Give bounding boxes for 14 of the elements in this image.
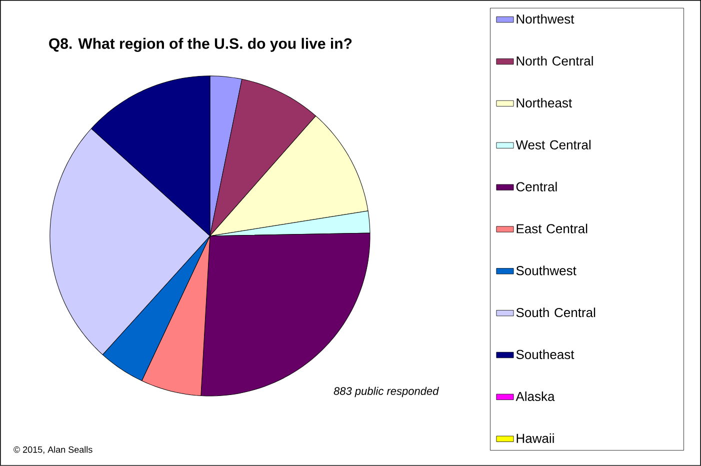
legend-label: North Central — [516, 56, 593, 66]
legend-label: Northwest — [516, 14, 574, 24]
legend-label: East Central — [516, 224, 588, 234]
legend-label: South Central — [516, 308, 596, 318]
legend-label: Central — [516, 182, 557, 192]
legend-label: Southwest — [516, 266, 576, 276]
legend-label: West Central — [516, 140, 590, 150]
legend-label: Southeast — [516, 350, 574, 360]
legend-label: Alaska — [516, 392, 555, 402]
legend-label: Northeast — [516, 98, 572, 108]
legend-label: Hawaii — [516, 433, 554, 443]
text: Q8. What region of the U.S. do you live in? — [49, 38, 352, 52]
text: 883 public responded — [334, 386, 440, 398]
text: © 2015, Alan Sealls — [14, 446, 92, 454]
